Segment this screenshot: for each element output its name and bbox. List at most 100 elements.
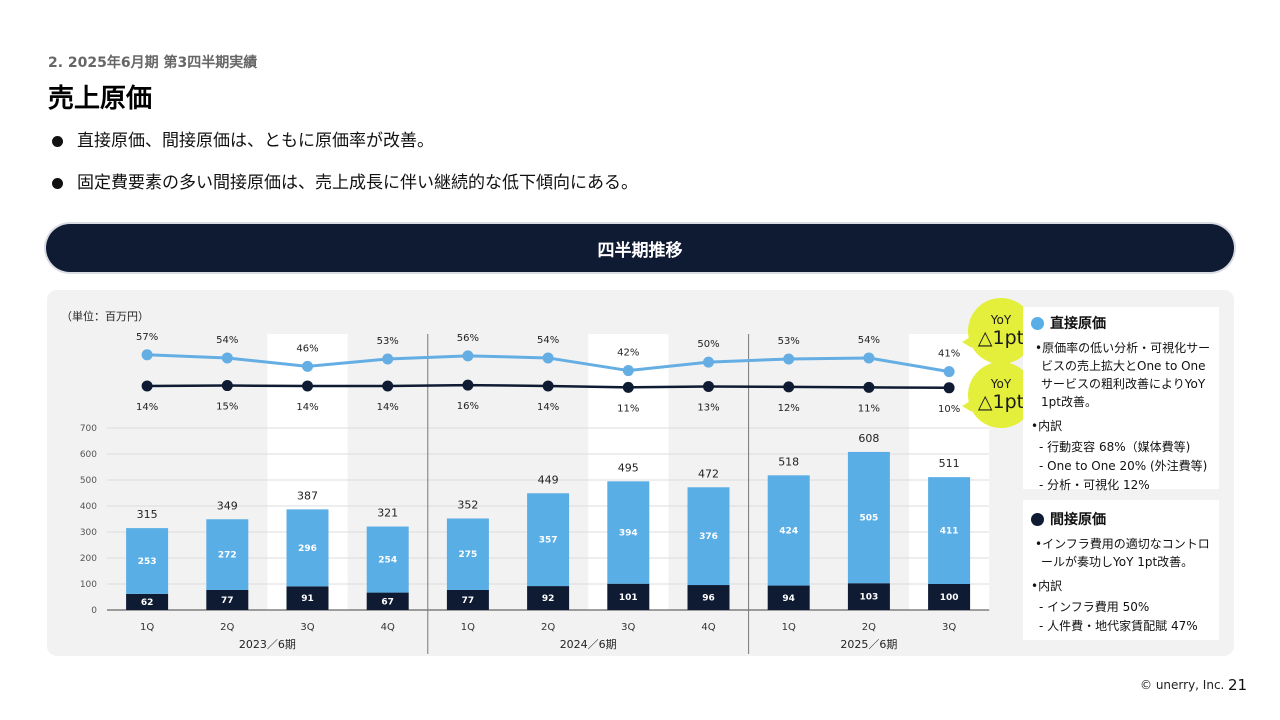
direct-rate-label: 50% — [697, 339, 719, 350]
bar-indirect-cost — [126, 593, 169, 610]
bar-label-indirect: 77 — [462, 596, 475, 606]
bar-total-label: 608 — [858, 432, 879, 445]
y-tick-label: 200 — [80, 554, 97, 564]
bullet-item: 直接原価、間接原価は、ともに原価率が改善。 — [50, 130, 638, 152]
direct-legend-swatch-icon — [1031, 316, 1044, 330]
indirect-rate-label: 10% — [938, 404, 960, 415]
direct-rate-label: 56% — [457, 333, 479, 344]
note-breakdown-item: - 行動変容 68%（媒体費等) — [1039, 440, 1191, 454]
indirect-rate-point — [703, 380, 714, 392]
indirect-rate-point — [221, 380, 233, 392]
indirect-rate-label: 15% — [216, 402, 238, 413]
bar-total-label: 315 — [137, 508, 158, 521]
yoy-badge-label: YoY — [990, 313, 1012, 327]
note-description: •原価率の低い分析・可視化サービスの売上拡大とOne to Oneサービスの粗利… — [1035, 341, 1211, 409]
direct-rate-label: 42% — [617, 348, 639, 359]
indirect-rate-point — [783, 381, 795, 393]
bar-label-indirect: 77 — [221, 596, 234, 606]
bar-label-indirect: 91 — [301, 594, 314, 604]
indirect-rate-label: 14% — [296, 402, 318, 413]
bullet-dot-icon — [52, 135, 63, 147]
y-tick-label: 300 — [80, 528, 97, 538]
bar-total-label: 349 — [217, 499, 238, 512]
x-tick-label: 1Q — [782, 622, 796, 633]
x-tick-label: 3Q — [300, 622, 314, 633]
x-tick-label: 4Q — [701, 622, 715, 633]
indirect-rate-label: 12% — [778, 403, 800, 414]
section-label: 2. 2025年6月期 第3四半期実績 — [48, 55, 258, 71]
bar-direct-cost — [446, 518, 489, 590]
direct-rate-point — [943, 366, 955, 378]
y-tick-label: 100 — [80, 580, 97, 590]
direct-rate-label: 54% — [216, 335, 238, 346]
direct-rate-point — [542, 352, 554, 364]
bar-label-direct: 411 — [940, 527, 959, 537]
y-tick-label: 0 — [91, 606, 97, 616]
indirect-rate-label: 14% — [136, 402, 158, 413]
indirect-rate-point — [462, 379, 474, 391]
bullet-item: 固定費要素の多い間接原価は、売上成長に伴い継続的な低下傾向にある。 — [50, 172, 638, 194]
indirect-rate-label: 11% — [617, 403, 639, 414]
bar-total-label: 449 — [538, 473, 559, 486]
bar-total-label: 321 — [377, 507, 398, 520]
copyright: © unerry, Inc. — [1140, 678, 1225, 692]
bar-label-direct: 357 — [539, 536, 558, 546]
indirect-rate-label: 16% — [457, 401, 479, 412]
indirect-rate-point — [382, 380, 394, 392]
indirect-rate-point — [302, 380, 313, 392]
note-title: 間接原価 — [1031, 509, 1213, 529]
note-title-text: 間接原価 — [1050, 512, 1106, 528]
group-label: 2025／6期 — [840, 638, 897, 651]
bar-label-indirect: 96 — [702, 594, 715, 604]
direct-cost-note: 直接原価 •原価率の低い分析・可視化サービスの売上拡大とOne to Oneサー… — [1023, 307, 1219, 492]
group-label: 2024／6期 — [560, 638, 617, 651]
indirect-rate-label: 14% — [537, 402, 559, 413]
indirect-rate-point — [943, 382, 955, 394]
note-breakdown-item: - One to One 20% (外注費等) — [1039, 459, 1208, 473]
bar-indirect-cost — [687, 585, 730, 610]
bar-indirect-cost — [286, 586, 329, 610]
bar-direct-cost — [928, 477, 971, 584]
bullet-text: 固定費要素の多い間接原価は、売上成長に伴い継続的な低下傾向にある。 — [77, 173, 638, 193]
y-tick-label: 400 — [80, 502, 97, 512]
direct-rate-point — [141, 349, 153, 361]
y-tick-label: 500 — [80, 476, 97, 486]
bar-direct-cost — [847, 451, 890, 584]
indirect-rate-point — [141, 380, 153, 392]
bar-total-label: 472 — [698, 467, 719, 480]
yoy-badge-label: YoY — [990, 377, 1012, 391]
unit-label: （単位：百万円） — [61, 309, 149, 323]
direct-rate-label: 53% — [778, 336, 800, 347]
bar-label-indirect: 62 — [141, 598, 154, 608]
section-banner: 四半期推移 — [46, 224, 1234, 272]
note-title-text: 直接原価 — [1050, 316, 1106, 332]
bar-direct-cost — [527, 493, 570, 587]
y-tick-label: 700 — [80, 424, 97, 434]
x-tick-label: 3Q — [621, 622, 635, 633]
indirect-rate-point — [542, 380, 554, 392]
bar-indirect-cost — [767, 585, 810, 610]
x-tick-label: 1Q — [461, 622, 475, 633]
indirect-cost-note: 間接原価 •インフラ費用の適切なコントロールが奏功しYoY 1pt改善。 •内訳… — [1023, 500, 1219, 640]
direct-rate-label: 41% — [938, 349, 960, 360]
x-tick-label: 2Q — [862, 622, 876, 633]
bullet-text: 直接原価、間接原価は、ともに原価率が改善。 — [77, 131, 434, 151]
direct-rate-point — [382, 353, 394, 365]
note-description: •インフラ費用の適切なコントロールが奏功しYoY 1pt改善。 — [1035, 537, 1210, 569]
direct-rate-label: 46% — [296, 343, 318, 354]
x-tick-label: 4Q — [381, 622, 395, 633]
bar-total-label: 495 — [618, 461, 639, 474]
bar-direct-cost — [366, 526, 409, 593]
indirect-legend-swatch-icon — [1031, 512, 1044, 526]
direct-rate-point — [221, 352, 233, 364]
bar-indirect-cost — [607, 583, 650, 610]
x-tick-label: 2Q — [220, 622, 234, 633]
indirect-rate-point — [863, 381, 875, 393]
bar-label-indirect: 100 — [940, 593, 959, 603]
bar-direct-cost — [126, 528, 169, 594]
bar-indirect-cost — [366, 592, 409, 610]
page-title: 売上原価 — [48, 84, 153, 114]
direct-rate-point — [863, 352, 875, 364]
bar-indirect-cost — [206, 589, 249, 610]
y-tick-label: 600 — [80, 450, 97, 460]
